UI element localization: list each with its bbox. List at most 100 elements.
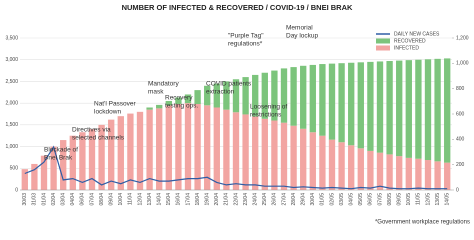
y2-tick-label: 0 — [456, 187, 459, 193]
x-tick-label: 05/05 — [358, 193, 364, 206]
legend-label: DAILY NEW CASES — [394, 31, 440, 37]
y2-tick-label: 400 — [456, 137, 465, 143]
x-tick-label: 06/05 — [368, 193, 374, 206]
x-tick-label: 04/05 — [349, 193, 355, 206]
x-tick-label: 07/05 — [377, 193, 383, 206]
x-tick-label: 03/05 — [339, 193, 345, 206]
bar-segment — [165, 105, 172, 190]
bar-segment — [280, 68, 288, 123]
x-tick-label: 30/04 — [310, 193, 316, 206]
x-tick-label: 14/04 — [157, 193, 163, 206]
bar-segment — [194, 90, 201, 105]
y2-tick-label: 1,000 — [456, 61, 469, 67]
x-tick-label: 15/04 — [166, 193, 172, 206]
x-tick-label: 04/04 — [70, 193, 76, 206]
bar-segment — [156, 104, 163, 109]
annotation: mask — [148, 89, 164, 96]
y2-tick-label: 1,200 — [456, 35, 469, 41]
x-tick-label: 02/05 — [329, 193, 335, 206]
x-tick-label: 08/05 — [387, 193, 393, 206]
x-tick-label: 30/03 — [22, 193, 28, 206]
bar-segment — [338, 63, 345, 143]
legend-swatch — [376, 45, 390, 51]
y-tick-label: 2,000 — [5, 100, 18, 106]
x-tick-label: 22/04 — [233, 193, 239, 206]
bar-segment — [127, 113, 134, 190]
annotation: Nat'l Passover — [94, 101, 137, 108]
bar-segment — [300, 65, 307, 129]
y-tick-label: 500 — [10, 166, 19, 172]
bar-segment — [405, 157, 412, 190]
annotation: lockdown — [94, 109, 121, 116]
x-tick-label: 23/04 — [243, 193, 249, 206]
x-tick-label: 11/05 — [416, 193, 422, 205]
annotation: Bnei Brak — [44, 155, 73, 162]
x-tick-label: 01/04 — [41, 193, 47, 206]
x-tick-label: 09/05 — [397, 193, 403, 206]
bar-segment — [223, 109, 230, 190]
bar-segment — [424, 160, 432, 190]
bar-segment — [396, 60, 403, 157]
annotation: Recovery — [165, 95, 193, 102]
x-tick-label: 21/04 — [224, 193, 230, 206]
bar-segment — [204, 85, 211, 106]
y-tick-label: 3,500 — [5, 35, 18, 41]
bar-segment — [348, 62, 355, 146]
bar-segment — [271, 120, 278, 190]
bar-segment — [175, 104, 182, 190]
bar-segment — [415, 59, 422, 159]
x-tick-label: 17/04 — [185, 193, 191, 206]
x-tick-label: 28/04 — [291, 193, 297, 206]
x-tick-label: 27/04 — [281, 193, 287, 206]
annotation: testing ops. — [165, 103, 198, 110]
x-tick-label: 01/05 — [320, 193, 326, 206]
bar-segment — [252, 116, 259, 190]
bar-segment — [194, 104, 201, 190]
x-tick-label: 10/04 — [118, 193, 124, 206]
bar-segment — [175, 97, 182, 105]
bar-segment — [396, 156, 403, 190]
legend-label: RECOVERED — [394, 38, 426, 44]
annotation: selected channels — [72, 135, 125, 142]
x-tick-label: 07/04 — [89, 193, 95, 206]
bar-segment — [117, 116, 124, 190]
bar-segment — [108, 119, 115, 190]
x-tick-label: 11/04 — [128, 193, 134, 205]
annotation: Directives via — [72, 127, 111, 134]
bar-segment — [319, 64, 326, 136]
bar-segment — [434, 58, 441, 162]
bar-segment — [348, 145, 355, 190]
bar-segment — [424, 59, 432, 161]
bar-segment — [280, 122, 288, 190]
bar-segment — [242, 77, 249, 115]
annotation: extraction — [206, 89, 235, 96]
chart: NUMBER OF INFECTED & RECOVERED / COVID-1… — [5, 3, 470, 226]
y2-tick-label: 200 — [456, 162, 465, 168]
bar-segment — [309, 132, 316, 190]
footnote: *Government workplace regulations — [375, 220, 470, 226]
line — [24, 145, 448, 190]
bar-segment — [261, 118, 268, 190]
x-tick-label: 16/04 — [176, 193, 182, 206]
y-tick-label: 1,000 — [5, 144, 18, 150]
bar-segment — [290, 67, 297, 126]
annotation: Mandatory — [148, 81, 179, 88]
bar-segment — [98, 124, 105, 190]
bar-segment — [88, 129, 96, 190]
x-tick-label: 12/05 — [425, 193, 431, 206]
annotation: Day lockup — [286, 33, 319, 40]
y-tick-label: 1,500 — [5, 122, 18, 128]
bar-segment — [156, 108, 163, 190]
x-tick-label: 10/05 — [406, 193, 412, 206]
y-tick-label: 0 — [15, 187, 18, 193]
bar-segment — [232, 112, 240, 190]
bar-segment — [367, 150, 374, 190]
bar-segment — [367, 61, 374, 151]
bar-segment — [146, 107, 153, 110]
annotation: restrictions — [250, 112, 282, 119]
bar-segment — [136, 111, 144, 190]
bar-segment — [21, 169, 28, 190]
bar-segment — [165, 100, 172, 106]
bar-segment — [319, 135, 326, 190]
bar-segment — [434, 161, 441, 190]
